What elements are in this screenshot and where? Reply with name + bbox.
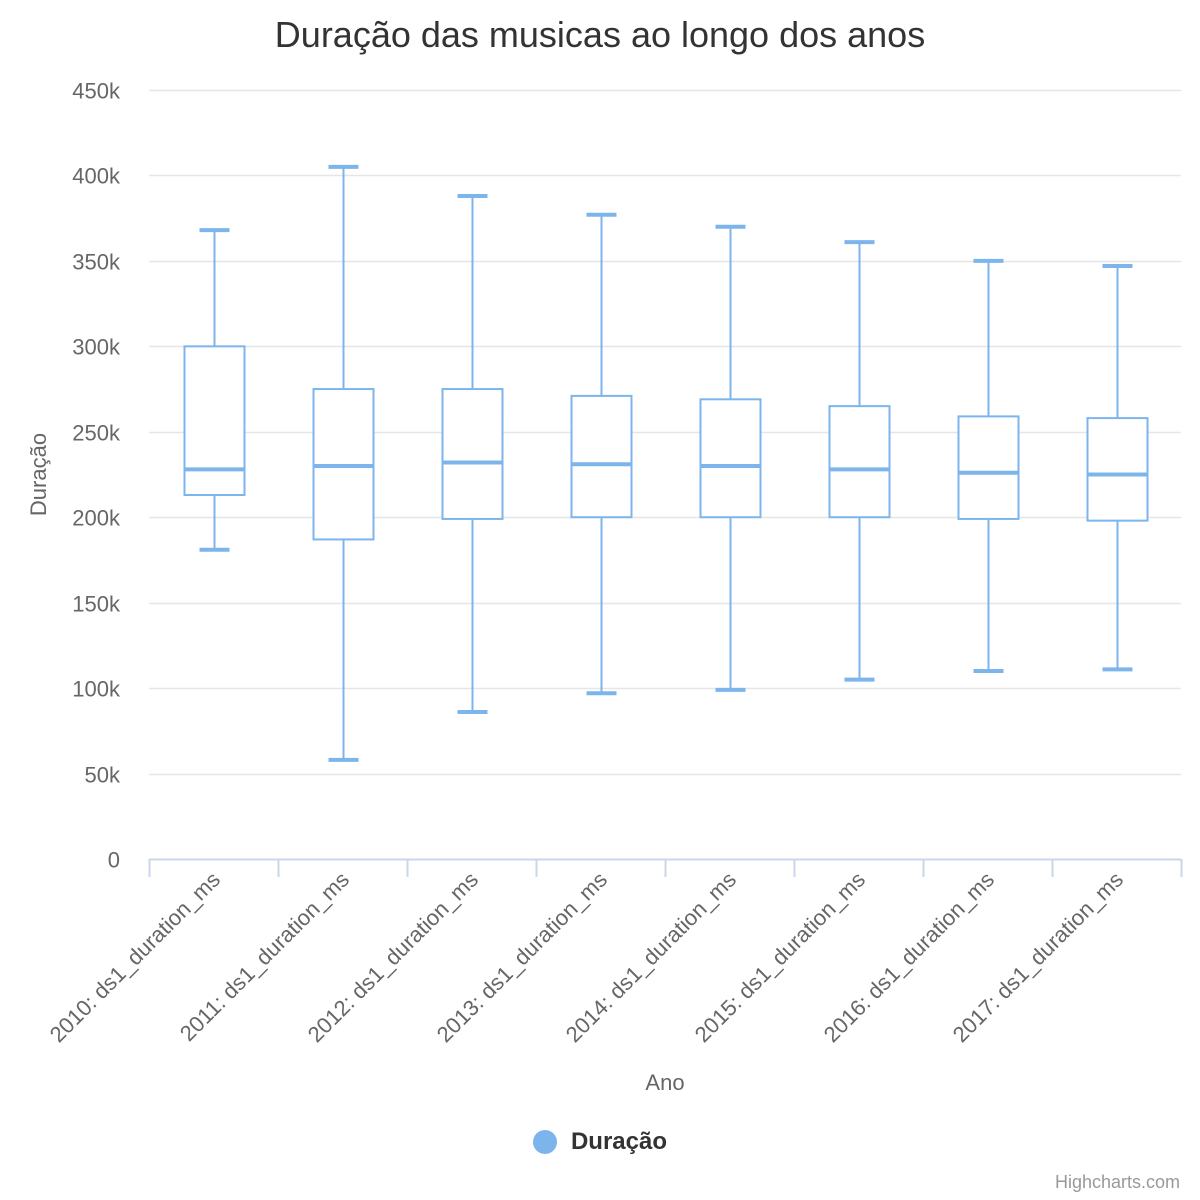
grid-lines	[149, 89, 1181, 776]
box-2010[interactable]	[183, 228, 246, 552]
box-2016[interactable]	[957, 258, 1020, 674]
legend-circle-icon	[532, 1130, 557, 1154]
iqr-box	[183, 345, 246, 497]
box-2013[interactable]	[570, 212, 633, 696]
chart-title: Duração das musicas ao longo dos anos	[274, 14, 926, 55]
iqr-box	[957, 415, 1020, 520]
credits-link[interactable]: Highcharts.com	[1054, 1172, 1180, 1192]
iqr-box	[699, 398, 762, 519]
y-tick-label: 200k	[72, 506, 121, 531]
y-tick-label: 400k	[72, 164, 121, 189]
y-tick-label: 450k	[72, 79, 121, 104]
box-2011[interactable]	[312, 164, 375, 762]
box-2017[interactable]	[1086, 264, 1149, 672]
box-2014[interactable]	[699, 224, 762, 692]
y-tick-label: 300k	[72, 335, 121, 360]
box-2015[interactable]	[828, 240, 891, 682]
x-axis-title: Ano	[645, 1070, 684, 1095]
iqr-box	[441, 388, 504, 520]
y-tick-label: 250k	[72, 421, 121, 446]
y-tick-label: 150k	[72, 592, 121, 617]
y-tick-label: 50k	[85, 763, 121, 788]
y-axis-ticks: 0 50k 100k 150k 200k 250k 300k 350k 400k 450k	[72, 79, 121, 873]
legend: Duração	[0, 1128, 1200, 1159]
legend-label: Duração	[570, 1128, 668, 1155]
iqr-box	[570, 394, 633, 519]
boxplot-series[interactable]	[183, 164, 1149, 762]
y-tick-label: 350k	[72, 250, 121, 275]
y-axis-title: Duração	[26, 433, 51, 516]
legend-item-duracao[interactable]: Duração	[532, 1128, 668, 1156]
iqr-box	[1086, 417, 1149, 522]
iqr-box	[828, 405, 891, 519]
box-2012[interactable]	[441, 193, 504, 715]
y-tick-label: 100k	[72, 677, 121, 702]
y-tick-label: 0	[108, 848, 120, 873]
